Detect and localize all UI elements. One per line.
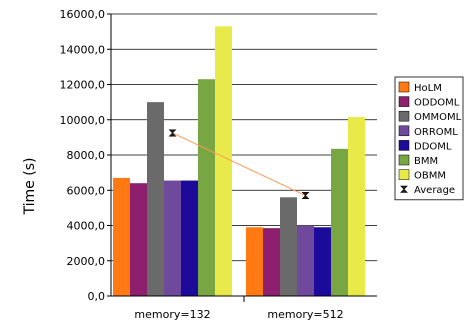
legend-label-ommoml: OMMOML <box>414 112 462 123</box>
average-marker-2 <box>301 192 310 200</box>
bar-orroml-1 <box>164 180 181 296</box>
x-tick-label: memory=512 <box>267 308 343 321</box>
y-tick-label: 14000,0 <box>60 43 106 56</box>
legend-label-orroml: ORROML <box>414 127 458 138</box>
legend: HoLM ODDOML OMMOML ORROML DDOML BMM OBMM Averag… <box>394 76 464 201</box>
y-tick-label: 0,0 <box>88 290 106 303</box>
bar-oddoml-2 <box>263 228 280 296</box>
y-tick-label: 8000,0 <box>67 149 106 162</box>
bar-orroml-2 <box>297 225 314 296</box>
bar-oddoml-1 <box>130 183 147 296</box>
bar-ddoml-2 <box>314 227 331 296</box>
legend-label-obmm: OBMM <box>414 171 446 182</box>
y-tick-label: 2000,0 <box>67 255 106 268</box>
legend-swatch-oddoml <box>398 96 410 107</box>
y-axis-title: Time (s) <box>22 158 38 216</box>
legend-average-marker <box>400 185 408 193</box>
legend-swatch-holm <box>398 81 410 93</box>
bar-bmm-1 <box>198 79 215 297</box>
y-tick-label: 10000,0 <box>60 114 106 127</box>
legend-label-oddoml: ODDOML <box>414 98 460 109</box>
legend-label-bmm: BMM <box>414 156 438 167</box>
legend-swatch-ommoml <box>398 110 410 122</box>
average-marker-1 <box>168 129 177 137</box>
bar-obmm-1 <box>215 26 232 297</box>
legend-label-holm: HoLM <box>414 83 442 94</box>
legend-swatch-ddoml <box>398 140 410 151</box>
average-series <box>168 129 310 200</box>
legend-label-ddoml: DDOML <box>414 141 452 152</box>
y-tick-label: 16000,0 <box>60 8 106 21</box>
bar-holm-2 <box>246 227 263 296</box>
legend-swatch-bmm <box>398 154 410 166</box>
bar-ommoml-1 <box>147 102 164 296</box>
bar-bmm-2 <box>331 148 348 296</box>
legend-label-average: Average <box>414 185 455 196</box>
legend-swatch-orroml <box>398 125 410 137</box>
bar-ommoml-2 <box>280 197 297 296</box>
y-tick-label: 4000,0 <box>67 220 106 233</box>
bar-obmm-2 <box>348 117 365 296</box>
bars <box>113 26 365 297</box>
x-tick-label: memory=132 <box>134 308 210 321</box>
y-tick-label: 12000,0 <box>60 79 106 92</box>
average-line <box>172 132 306 196</box>
y-tick-label: 6000,0 <box>67 184 106 197</box>
axes: 0,0 2000,0 4000,0 6000,0 8000,0 10000,0 12000,… <box>60 8 377 321</box>
legend-swatch-obmm <box>398 169 410 180</box>
bar-holm-1 <box>113 177 130 296</box>
bar-ddoml-1 <box>181 180 198 296</box>
